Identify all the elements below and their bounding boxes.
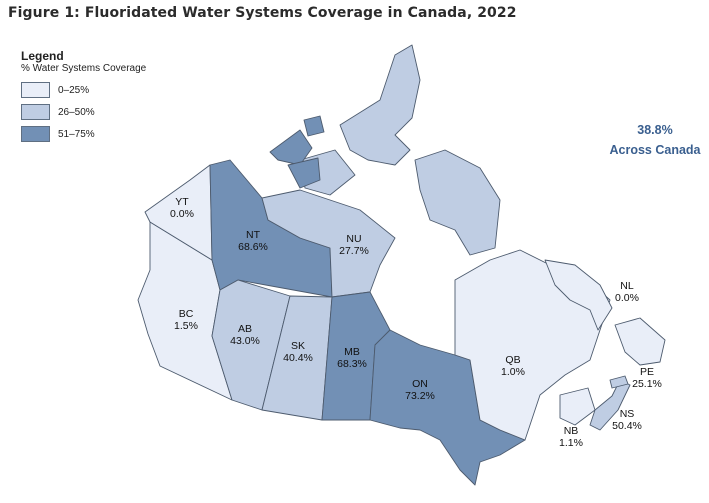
label-ns-value: 50.4% <box>612 420 642 432</box>
label-yt: YT 0.0% <box>170 196 194 220</box>
label-nb-value: 1.1% <box>559 437 583 449</box>
label-nl-value: 0.0% <box>615 292 639 304</box>
label-sk: SK 40.4% <box>283 340 313 364</box>
label-ns: NS 50.4% <box>612 408 642 432</box>
province-nu-baffin[interactable] <box>414 149 501 256</box>
province-nt-island-2[interactable] <box>287 157 321 189</box>
label-bc-code: BC <box>178 308 194 320</box>
label-ns-code: NS <box>619 408 635 420</box>
label-mb: MB 68.3% <box>337 346 367 370</box>
province-pe[interactable] <box>609 375 629 389</box>
label-nu-code: NU <box>346 233 362 245</box>
national-total: 38.8% Across Canada <box>600 120 709 160</box>
legend-item: 0–25% <box>21 79 146 101</box>
label-nu-value: 27.7% <box>339 245 369 257</box>
label-yt-value: 0.0% <box>170 208 194 220</box>
label-on: ON 73.2% <box>405 378 435 402</box>
label-yt-code: YT <box>175 196 189 208</box>
label-nt-code: NT <box>246 229 260 241</box>
legend-swatch <box>21 126 50 142</box>
figure-title: Figure 1: Fluoridated Water Systems Cove… <box>8 5 517 21</box>
province-ns[interactable] <box>589 379 631 431</box>
label-ab-code: AB <box>237 323 252 335</box>
legend-heading: Legend <box>21 49 64 63</box>
label-nt-value: 68.6% <box>238 241 268 253</box>
label-mb-code: MB <box>344 346 360 358</box>
legend-item-label: 0–25% <box>58 84 90 96</box>
legend-item-label: 51–75% <box>58 128 95 140</box>
province-nu[interactable] <box>261 189 396 298</box>
label-pe-code: PE <box>639 366 654 378</box>
legend-swatch <box>21 104 50 120</box>
label-on-value: 73.2% <box>405 390 435 402</box>
legend: Legend % Water Systems Coverage 0–25% 26… <box>21 50 146 145</box>
legend-item: 51–75% <box>21 123 146 145</box>
label-ab-value: 43.0% <box>230 335 260 347</box>
label-bc: BC 1.5% <box>174 308 198 332</box>
label-ab: AB 43.0% <box>230 323 260 347</box>
label-on-code: ON <box>412 378 428 390</box>
label-nl-code: NL <box>620 280 634 292</box>
label-nt: NT 68.6% <box>238 229 268 253</box>
label-sk-code: SK <box>290 340 305 352</box>
label-mb-value: 68.3% <box>337 358 367 370</box>
label-bc-value: 1.5% <box>174 320 198 332</box>
province-nl-island[interactable] <box>614 317 666 366</box>
legend-item-label: 26–50% <box>58 106 95 118</box>
label-sk-value: 40.4% <box>283 352 313 364</box>
label-nb: NB 1.1% <box>559 425 583 449</box>
label-qb-value: 1.0% <box>501 366 525 378</box>
label-nu: NU 27.7% <box>339 233 369 257</box>
national-value: 38.8% <box>637 123 673 137</box>
province-nb[interactable] <box>559 387 596 426</box>
province-nt-island-1[interactable] <box>269 129 313 166</box>
label-qb: QB 1.0% <box>501 354 525 378</box>
label-qb-code: QB <box>505 354 521 366</box>
label-pe-value: 25.1% <box>632 378 662 390</box>
legend-swatch <box>21 82 50 98</box>
label-nb-code: NB <box>563 425 579 437</box>
province-nu-islands[interactable] <box>339 44 421 166</box>
national-label: Across Canada <box>609 143 701 157</box>
label-pe: PE 25.1% <box>632 366 662 390</box>
province-nt-island-3[interactable] <box>303 115 325 137</box>
legend-item: 26–50% <box>21 101 146 123</box>
legend-subheading: % Water Systems Coverage <box>21 63 147 74</box>
label-nl: NL 0.0% <box>615 280 639 304</box>
province-nl-labrador[interactable] <box>544 259 613 331</box>
